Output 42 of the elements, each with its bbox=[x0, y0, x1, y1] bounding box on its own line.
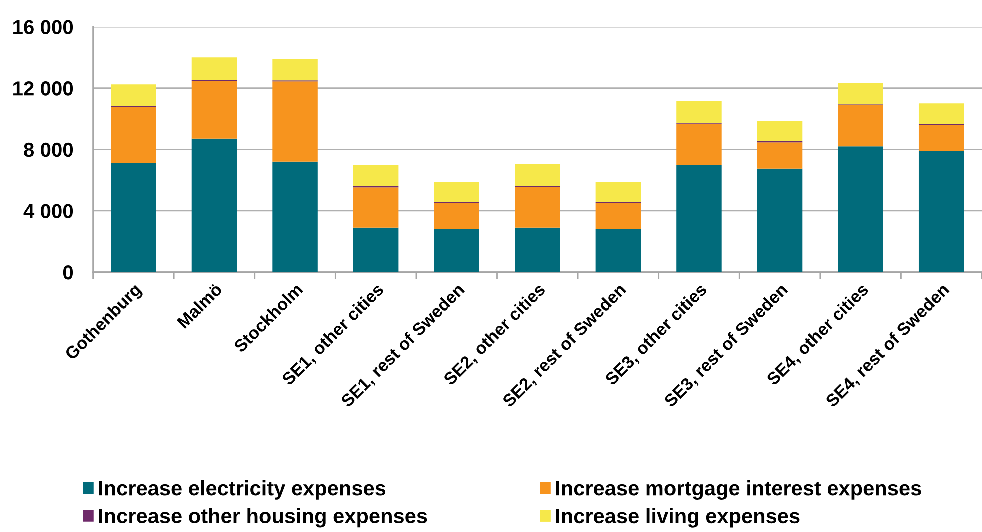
bar bbox=[515, 187, 560, 228]
bar bbox=[757, 120, 803, 142]
bar bbox=[111, 163, 156, 272]
y-tick-label: 0 bbox=[63, 266, 74, 280]
bar bbox=[192, 138, 238, 272]
bar bbox=[353, 188, 399, 228]
y-tick-label: 4 000 bbox=[24, 204, 74, 218]
y-tick-label: 8 000 bbox=[24, 142, 74, 158]
y-tick-label: 12 000 bbox=[14, 82, 74, 96]
bar bbox=[596, 203, 642, 230]
bar bbox=[515, 228, 560, 272]
bar bbox=[596, 182, 642, 202]
bar bbox=[918, 104, 964, 124]
bar bbox=[918, 151, 964, 272]
bar bbox=[111, 84, 156, 106]
bar bbox=[192, 58, 238, 81]
bar bbox=[272, 59, 318, 81]
bar bbox=[676, 124, 722, 165]
bar bbox=[434, 203, 480, 230]
bar bbox=[757, 142, 803, 169]
bar bbox=[272, 82, 318, 162]
bar bbox=[676, 101, 722, 123]
bar bbox=[757, 168, 803, 272]
y-tick-label: 16 000 bbox=[14, 20, 74, 34]
bar bbox=[838, 82, 884, 105]
bar bbox=[676, 164, 722, 272]
bar bbox=[838, 146, 884, 272]
bar bbox=[434, 182, 480, 202]
bar bbox=[353, 228, 399, 272]
bar bbox=[838, 105, 884, 147]
bar bbox=[434, 229, 480, 272]
bar bbox=[596, 229, 642, 272]
bar bbox=[111, 107, 156, 164]
bar bbox=[192, 81, 238, 139]
bar bbox=[272, 162, 318, 272]
legend-label: Increase electricity expenses bbox=[99, 480, 386, 500]
bar bbox=[353, 164, 399, 186]
legend-label: Increase mortgage interest expenses bbox=[556, 480, 922, 500]
bar bbox=[515, 164, 560, 186]
legend-label: Increase other housing expenses bbox=[99, 508, 428, 528]
bar bbox=[918, 124, 964, 152]
legend-label: Increase living expenses bbox=[556, 508, 800, 528]
